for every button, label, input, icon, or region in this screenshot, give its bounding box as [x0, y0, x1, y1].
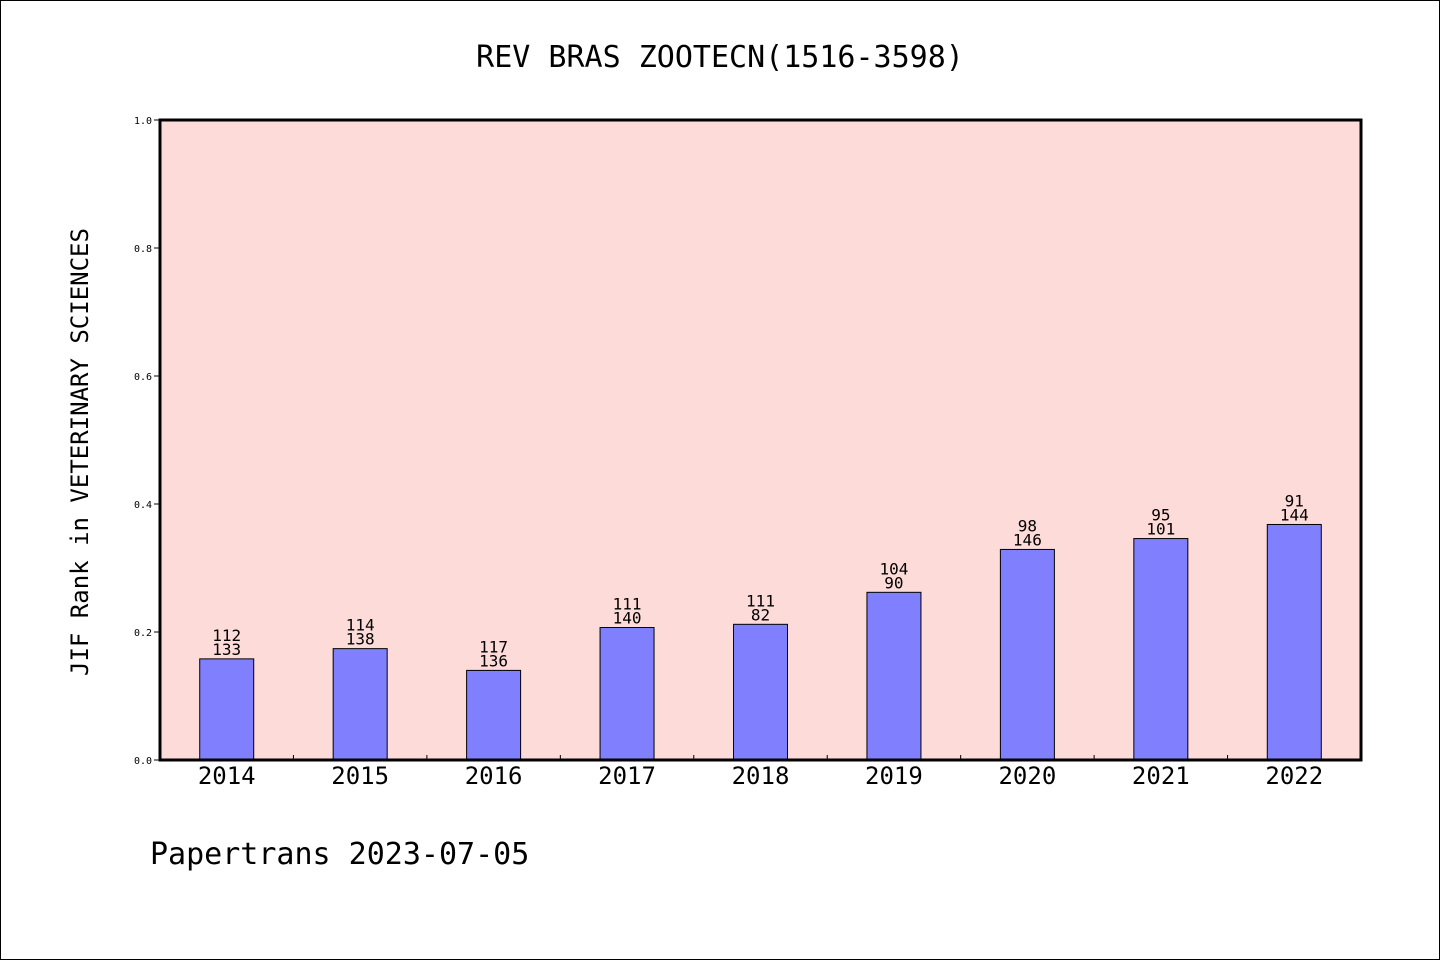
- bar-label-bottom: 144: [1280, 505, 1309, 524]
- bar-2021: [1133, 538, 1189, 761]
- y-tick-label: 0.8: [134, 244, 152, 255]
- bar-2017: [599, 627, 655, 761]
- x-tick-label: 2021: [1132, 762, 1190, 790]
- bar-label-top: 95: [1151, 506, 1170, 525]
- x-axis-ticks: 2014 2015 2016 2017 2018 2019 2020 2021 2022: [198, 755, 1323, 790]
- bar-series: [199, 523, 1322, 761]
- chart-title: REV BRAS ZOOTECN(1516-3598): [476, 40, 964, 75]
- bar-label-bottom: 136: [479, 651, 508, 670]
- bar-label-bottom: 138: [346, 630, 375, 649]
- bar-label-top: 98: [1018, 516, 1037, 535]
- bar-label-top: 104: [879, 559, 908, 578]
- x-tick-label: 2015: [331, 762, 389, 790]
- x-tick-label: 2014: [198, 762, 256, 790]
- bar-2019: [866, 591, 922, 761]
- y-tick-label: 0.0: [134, 756, 152, 767]
- bar-label-top: 112: [212, 626, 241, 645]
- bar-label-top: 114: [346, 616, 375, 635]
- bar-2014: [199, 658, 255, 761]
- bar-2020: [999, 548, 1055, 761]
- y-tick-label: 1.0: [134, 116, 152, 127]
- x-tick-label: 2017: [598, 762, 656, 790]
- bar-2016: [466, 669, 522, 761]
- bar-2022: [1266, 523, 1322, 761]
- plot-border: [158, 118, 1363, 762]
- bar-2018: [733, 623, 788, 761]
- x-tick-label: 2019: [865, 762, 923, 790]
- footer-text: Papertrans 2023-07-05: [150, 837, 529, 872]
- bar-label-bottom: 146: [1013, 530, 1042, 549]
- bar-label-top: 91: [1285, 491, 1304, 510]
- bar-label-bottom: 90: [884, 573, 903, 592]
- y-axis-ticks: 0.0 0.2 0.4 0.6 0.8 1.0: [134, 116, 160, 767]
- y-tick-label: 0.6: [134, 372, 152, 383]
- bar-label-bottom: 133: [212, 640, 241, 659]
- y-axis-label: JIF Rank in VETERINARY SCIENCES: [66, 228, 94, 676]
- y-tick-label: 0.4: [134, 500, 152, 511]
- bar-label-bottom: 140: [613, 609, 642, 628]
- x-tick-label: 2020: [998, 762, 1056, 790]
- x-tick-label: 2018: [732, 762, 790, 790]
- bar-label-bottom: 101: [1146, 520, 1175, 539]
- bar-label-bottom: 82: [751, 605, 770, 624]
- bar-2015: [332, 648, 388, 761]
- bar-label-top: 117: [479, 637, 508, 656]
- bar-label-top: 111: [746, 591, 775, 610]
- bar-label-top: 111: [613, 595, 642, 614]
- x-tick-label: 2022: [1265, 762, 1323, 790]
- x-tick-label: 2016: [465, 762, 523, 790]
- y-tick-label: 0.2: [134, 628, 152, 639]
